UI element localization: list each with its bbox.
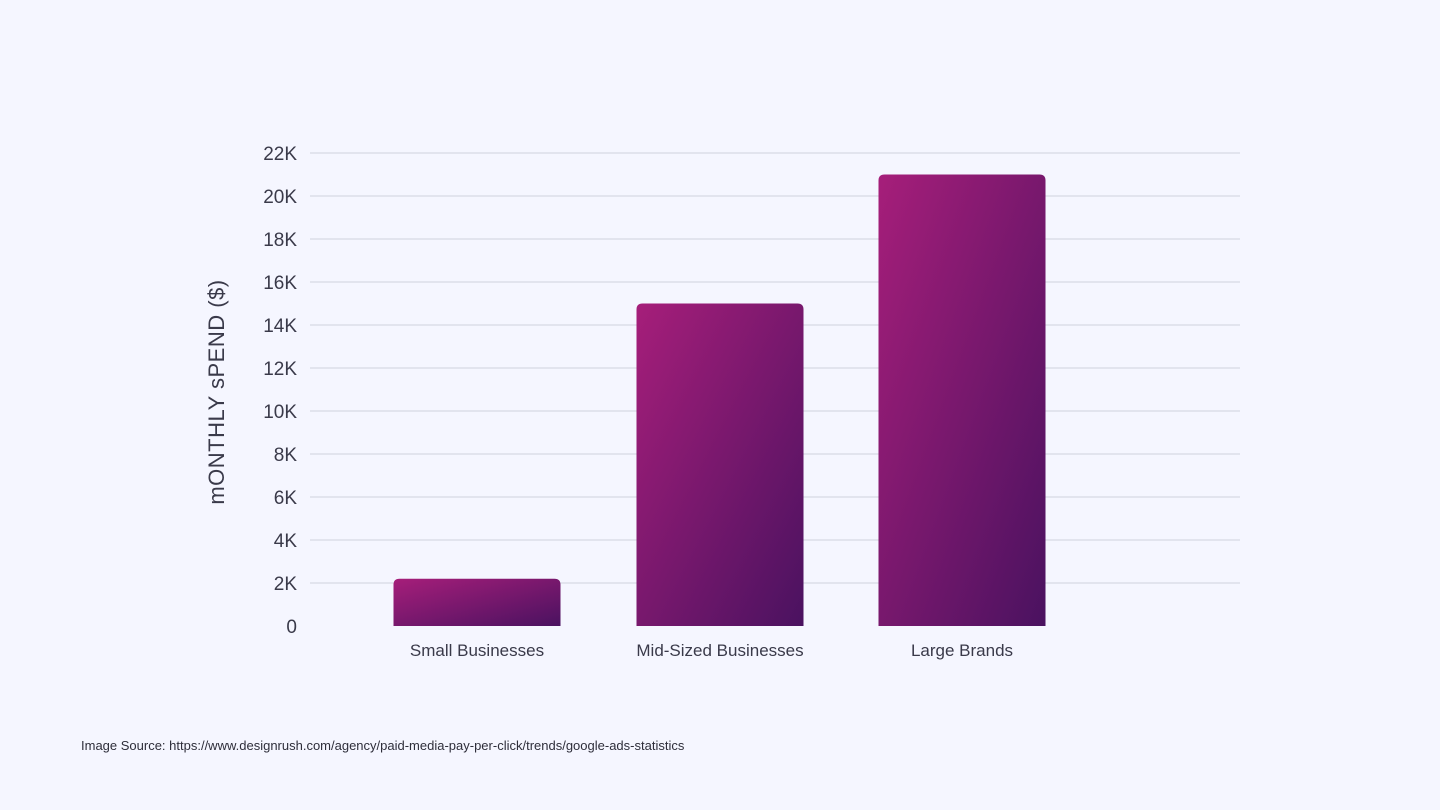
- y-tick-label: 2K: [274, 574, 298, 595]
- y-tick-label: 16K: [263, 273, 297, 294]
- bar-chart: 0 2K 4K 6K 8K 10K 12K 14K 16K 18K 20K 22K Small Bus…: [204, 144, 1240, 660]
- bar: [878, 174, 1046, 626]
- y-tick-label: 6K: [274, 488, 298, 509]
- y-tick-label: 4K: [274, 531, 298, 552]
- image-source-caption: Image Source: https://www.designrush.com…: [81, 738, 685, 753]
- y-tick-label: 12K: [263, 359, 297, 380]
- y-axis-title: mONTHLY sPEND ($): [204, 279, 229, 504]
- x-category-label: Large Brands: [911, 641, 1013, 660]
- y-tick-label: 20K: [263, 187, 297, 208]
- y-tick-label: 10K: [263, 402, 297, 423]
- y-tick-label: 0: [286, 617, 297, 638]
- y-axis-ticks: 0 2K 4K 6K 8K 10K 12K 14K 16K 18K 20K 22K: [263, 144, 297, 638]
- bar: [393, 578, 561, 626]
- x-axis-labels: Small Businesses Mid-Sized Businesses Larg…: [410, 641, 1013, 660]
- x-category-label: Mid-Sized Businesses: [636, 641, 803, 660]
- y-tick-label: 22K: [263, 144, 297, 165]
- bars: [393, 174, 1046, 626]
- y-tick-label: 8K: [274, 445, 298, 466]
- bar: [636, 303, 804, 626]
- y-tick-label: 14K: [263, 316, 297, 337]
- x-category-label: Small Businesses: [410, 641, 544, 660]
- y-tick-label: 18K: [263, 230, 297, 251]
